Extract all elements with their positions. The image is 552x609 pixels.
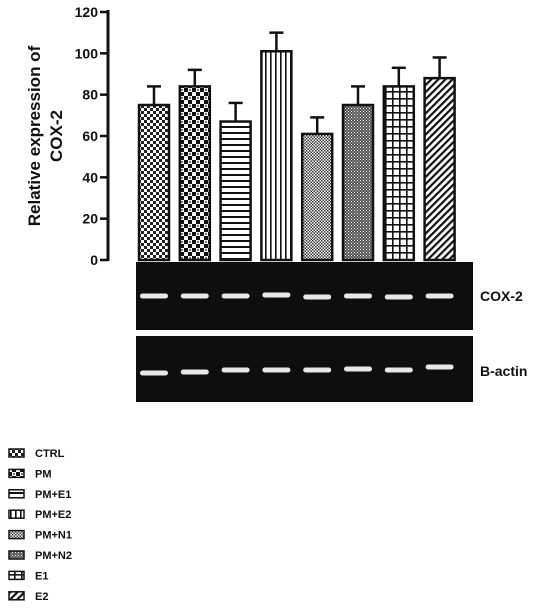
legend-label: PM+N1 (35, 530, 72, 542)
blot-band (140, 370, 168, 376)
blot-band (384, 367, 413, 373)
blot-band (344, 293, 372, 299)
legend-swatch (8, 570, 25, 581)
y-tick-label: 0 (90, 252, 98, 268)
blot-band (180, 369, 209, 375)
western-blots: COX-2 Β-actin (136, 262, 527, 402)
blot-band (262, 292, 291, 298)
blot-label-cox2: COX-2 (480, 288, 523, 304)
legend-swatch (8, 550, 25, 560)
blot-band (344, 366, 372, 372)
legend-label: PM+E1 (35, 489, 71, 501)
legend-swatch (8, 509, 25, 519)
legend-swatch (8, 529, 25, 540)
y-tick-label: 80 (82, 87, 98, 103)
bar-pm-n2 (341, 103, 375, 262)
bar-pm (178, 85, 212, 262)
y-tick-label: 100 (75, 45, 99, 61)
legend-swatch (8, 591, 25, 601)
y-tick-label: 40 (82, 169, 98, 185)
y-axis-label: Relative expression of COX-2 (25, 45, 66, 226)
blot-band (303, 367, 332, 373)
blot-band (303, 294, 332, 300)
legend-label: PM+N2 (35, 550, 72, 562)
blot-band (221, 293, 250, 299)
blot-band (221, 367, 250, 373)
y-tick-label: 60 (82, 128, 98, 144)
blot-band (140, 293, 168, 299)
legend-label: E2 (35, 591, 48, 603)
legend-swatch (8, 448, 25, 458)
blot-label-b-actin: Β-actin (480, 363, 527, 379)
bar-ctrl (137, 103, 171, 262)
legend: CTRL PM PM+E1 PM+E2 PM+N1 PM+N2 E1 E2 (8, 448, 72, 603)
bar-pm-e2 (260, 50, 293, 262)
bar-e1 (382, 85, 416, 262)
bars (137, 31, 456, 262)
y-axis: 0 20 40 60 80 100 120 (75, 4, 110, 268)
legend-swatch (8, 489, 25, 499)
bar-e2 (423, 76, 456, 262)
y-tick-label: 20 (82, 211, 98, 227)
y-tick-label: 120 (75, 4, 99, 20)
legend-label: E1 (35, 570, 48, 582)
blot-band (425, 293, 454, 299)
bar-pm-e1 (219, 120, 252, 262)
legend-label: CTRL (35, 448, 65, 460)
blot-band (425, 364, 454, 370)
legend-label: PM (35, 468, 52, 480)
bar-pm-n1 (300, 132, 334, 262)
blot-band (384, 294, 413, 300)
legend-label: PM+E2 (35, 509, 71, 521)
blot-band (180, 293, 209, 299)
blot-band (262, 367, 291, 373)
legend-swatch (8, 468, 25, 479)
